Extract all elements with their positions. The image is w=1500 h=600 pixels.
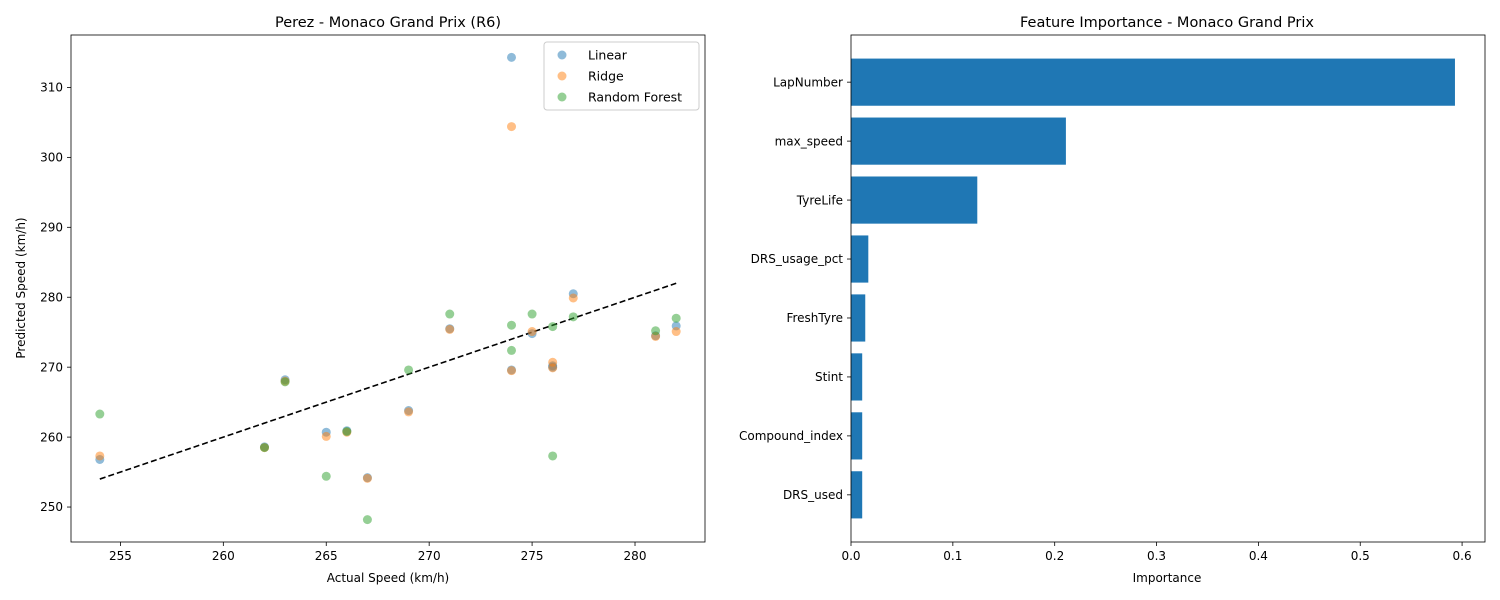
- scatter-title: Perez - Monaco Grand Prix (R6): [275, 15, 501, 31]
- scatter-point-random-forest: [280, 377, 290, 387]
- scatter-point-random-forest: [342, 427, 352, 437]
- bar-x-tick-label: 0.6: [1453, 549, 1472, 563]
- legend-box: [543, 41, 700, 111]
- bar-stint: [851, 353, 863, 401]
- scatter-point-ridge: [445, 324, 455, 334]
- bar-category-label: DRS_usage_pct: [751, 252, 844, 266]
- scatter-point-ridge: [548, 363, 558, 373]
- bar-freshtyre: [851, 294, 866, 342]
- scatter-y-tick-label: 280: [40, 290, 63, 304]
- bar-max-speed: [851, 117, 1066, 165]
- bar-category-label: FreshTyre: [786, 311, 843, 325]
- scatter-y-tick-label: 260: [40, 430, 63, 444]
- scatter-points: [95, 52, 681, 525]
- legend-label-random-forest: Random Forest: [588, 90, 682, 105]
- scatter-point-random-forest: [671, 313, 681, 323]
- bar-ticks: 0.0 0.1 0.2 0.3 0.4 0.5 0.6 LapNumber max_speed T…: [739, 75, 1472, 563]
- scatter-point-random-forest: [651, 326, 661, 336]
- scatter-ticks: 255 260 265 270 275 280 250 260 270 280 290 300 310: [40, 81, 646, 563]
- scatter-point-ridge: [95, 451, 105, 461]
- scatter-point-random-forest: [507, 345, 517, 355]
- scatter-point-random-forest: [321, 471, 331, 481]
- bar-bars: [851, 58, 1455, 519]
- bar-category-label: max_speed: [775, 134, 843, 148]
- bar-category-label: LapNumber: [773, 75, 843, 89]
- bar-category-label: Stint: [815, 370, 843, 384]
- bar-axes-frame: [850, 34, 1486, 543]
- scatter-y-tick-label: 290: [40, 221, 63, 235]
- scatter-x-tick-label: 265: [315, 549, 338, 563]
- bar-x-tick-label: 0.4: [1249, 549, 1268, 563]
- bar-category-label: TyreLife: [796, 193, 843, 207]
- bar-lapnumber: [851, 58, 1455, 106]
- scatter-point-random-forest: [568, 312, 578, 322]
- scatter-x-tick-label: 260: [212, 549, 235, 563]
- scatter-y-tick-label: 300: [40, 151, 63, 165]
- scatter-reference-line: [99, 282, 677, 480]
- legend-marker-random-forest: [557, 92, 567, 102]
- scatter-point-ridge: [404, 407, 414, 417]
- scatter-x-tick-label: 270: [418, 549, 441, 563]
- scatter-point-random-forest: [362, 515, 372, 525]
- scatter-legend: Linear Ridge Random Forest: [543, 41, 700, 111]
- scatter-point-random-forest: [527, 309, 537, 319]
- reference-line: [99, 282, 677, 480]
- scatter-y-tick-label: 310: [40, 81, 63, 95]
- scatter-x-tick-label: 255: [109, 549, 132, 563]
- bar-x-tick-label: 0.0: [841, 549, 860, 563]
- scatter-y-tick-label: 270: [40, 360, 63, 374]
- scatter-point-random-forest: [445, 309, 455, 319]
- scatter-y-axis-label: Predicted Speed (km/h): [14, 217, 28, 358]
- scatter-point-ridge: [321, 431, 331, 441]
- legend-marker-ridge: [557, 71, 567, 81]
- bar-title: Feature Importance - Monaco Grand Prix: [1020, 15, 1314, 31]
- scatter-x-tick-label: 280: [624, 549, 647, 563]
- bar-drs-used: [851, 471, 863, 519]
- bar-x-tick-label: 0.3: [1147, 549, 1166, 563]
- bar-tyrelife: [851, 176, 978, 224]
- bar-x-tick-label: 0.5: [1351, 549, 1370, 563]
- scatter-point-ridge: [507, 122, 517, 132]
- bar-x-tick-label: 0.1: [943, 549, 962, 563]
- bar-category-label: DRS_used: [783, 488, 843, 502]
- scatter-point-ridge: [671, 327, 681, 337]
- legend-label-ridge: Ridge: [588, 69, 624, 84]
- scatter-point-ridge: [362, 473, 372, 483]
- bar-category-label: Compound_index: [739, 429, 843, 443]
- scatter-x-axis-label: Actual Speed (km/h): [327, 571, 450, 585]
- scatter-point-ridge: [568, 293, 578, 303]
- bar-drs-usage-pct: [851, 235, 869, 283]
- scatter-x-tick-label: 275: [521, 549, 544, 563]
- scatter-y-tick-label: 250: [40, 500, 63, 514]
- scatter-point-random-forest: [259, 443, 269, 453]
- scatter-point-linear: [507, 52, 517, 62]
- scatter-point-ridge: [527, 327, 537, 337]
- scatter-point-random-forest: [507, 320, 517, 330]
- scatter-axes-frame: [70, 34, 706, 543]
- legend-label-linear: Linear: [588, 48, 628, 63]
- scatter-point-random-forest: [548, 451, 558, 461]
- scatter-point-random-forest: [404, 365, 414, 375]
- bar-x-axis-label: Importance: [1133, 571, 1202, 585]
- bar-panel: Feature Importance - Monaco Grand Prix 0…: [739, 15, 1486, 585]
- scatter-point-ridge: [507, 366, 517, 376]
- scatter-point-random-forest: [548, 322, 558, 332]
- bar-x-tick-label: 0.2: [1045, 549, 1064, 563]
- scatter-point-random-forest: [95, 409, 105, 419]
- bar-compound-index: [851, 412, 863, 460]
- legend-marker-linear: [557, 50, 567, 60]
- scatter-panel: Perez - Monaco Grand Prix (R6) 255 260 265…: [14, 15, 706, 585]
